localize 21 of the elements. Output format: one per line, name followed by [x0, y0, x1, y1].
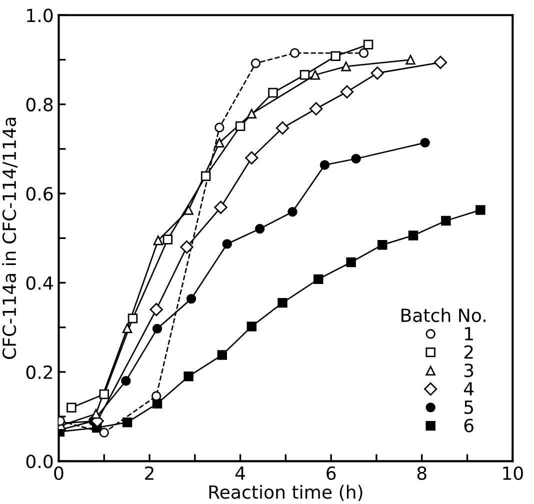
y-tick-label: 1.0: [27, 8, 53, 22]
x-axis-title: Reaction time (h): [209, 484, 362, 501]
y-tick-label: 0.8: [26, 98, 53, 112]
y-axis-title: CFC-114a in CFC-114/114a: [2, 118, 18, 360]
legend-label: 6: [464, 418, 474, 432]
x-tick-label: 8: [417, 466, 426, 480]
x-tick-label: 10: [503, 466, 523, 480]
legend-label: 2: [464, 345, 473, 359]
x-tick-label: 6: [326, 466, 336, 480]
y-tick-label: 0.6: [26, 186, 53, 201]
y-tick-label: 0.0: [26, 454, 53, 468]
legend-label: 4: [464, 382, 474, 396]
legend-label: 3: [464, 364, 474, 378]
y-tick-label: 0.2: [26, 365, 52, 380]
x-tick-label: 2: [145, 466, 154, 480]
legend-label: 5: [464, 400, 473, 414]
y-tick-label: 0.4: [26, 276, 53, 290]
x-tick-label: 4: [235, 466, 246, 480]
legend-label: 1: [465, 327, 473, 340]
x-tick-label: 0: [54, 466, 64, 480]
legend-title: Batch No.: [402, 308, 486, 322]
